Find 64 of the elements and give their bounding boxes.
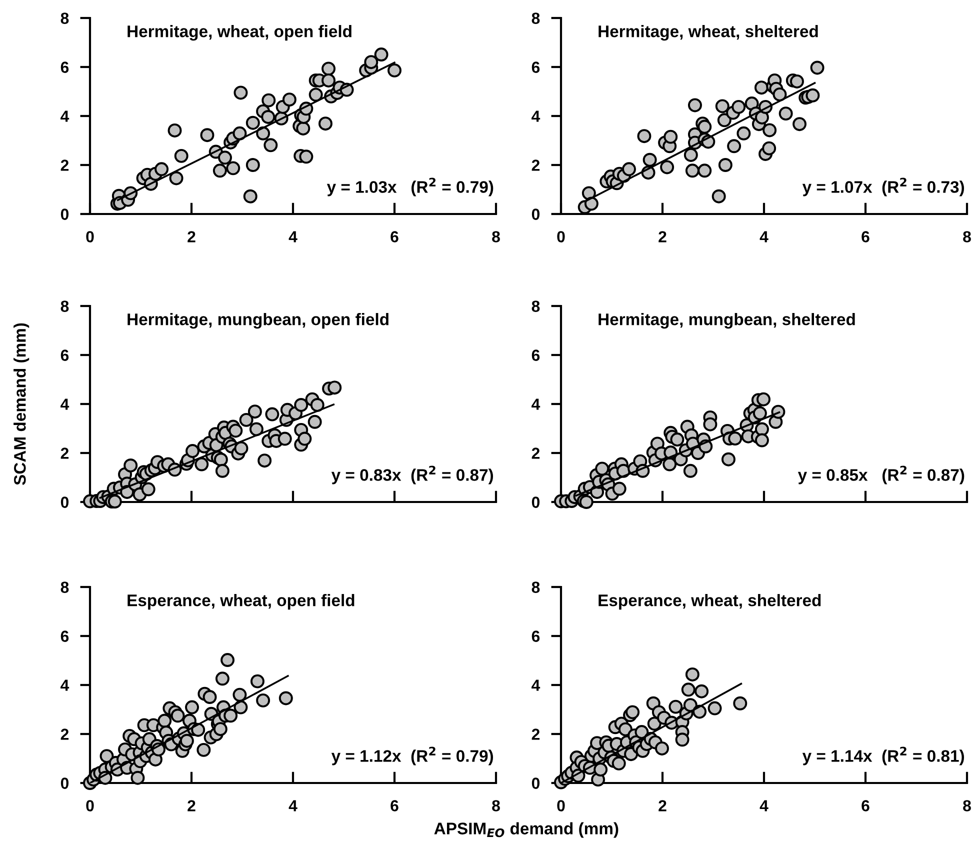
chart-title: Esperance, wheat, sheltered bbox=[598, 594, 821, 610]
annotation: y = 1.14x (R$^{2}$ = 0.81) bbox=[802, 746, 964, 766]
chart-title: Esperance, wheat, open field bbox=[128, 594, 354, 610]
x-tick-label: 4 bbox=[288, 800, 298, 812]
y-tick-label: 8 bbox=[60, 300, 69, 312]
x-tick-label: 4 bbox=[288, 231, 298, 242]
chart-title: Hermitage, wheat, sheltered bbox=[598, 25, 818, 41]
annotation: y = 1.03x (R$^{2}$ = 0.79) bbox=[326, 178, 494, 196]
y-tick-label: 4 bbox=[532, 398, 540, 410]
x-tick-label: 8 bbox=[963, 231, 971, 242]
x-tick-label: 4 bbox=[760, 231, 768, 242]
x-tick-label: 6 bbox=[862, 231, 870, 242]
y-tick-label: 8 bbox=[60, 12, 69, 24]
y-tick-label: 8 bbox=[532, 300, 540, 312]
x-tick-label: 8 bbox=[963, 800, 971, 812]
y-tick-label: 2 bbox=[60, 448, 69, 459]
x-tick-label: 6 bbox=[390, 231, 398, 242]
chart-title: Hermitage, mungbean, sheltered bbox=[598, 313, 855, 329]
annotation: y = 0.85x (R$^{2}$ = 0.87) bbox=[798, 466, 964, 484]
x-tick-label: 2 bbox=[188, 800, 196, 812]
y-tick-label: 0 bbox=[60, 496, 69, 508]
annotation: y = 1.12x (R$^{2}$ = 0.79) bbox=[331, 746, 494, 766]
y-tick-label: 0 bbox=[532, 778, 540, 789]
x-tick-label: 0 bbox=[557, 800, 565, 812]
y-tick-label: 2 bbox=[60, 160, 69, 171]
x-tick-label: 0 bbox=[557, 231, 565, 242]
y-tick-label: 6 bbox=[60, 62, 69, 73]
y-tick-label: 0 bbox=[532, 208, 540, 220]
x-tick-label: 6 bbox=[390, 800, 398, 812]
x-tick-label: 6 bbox=[862, 800, 870, 812]
y-tick-label: 6 bbox=[60, 350, 69, 361]
x-tick-label: 2 bbox=[188, 231, 196, 242]
annotation: y = 1.07x (R$^{2}$ = 0.73) bbox=[802, 178, 964, 196]
chart-title: Hermitage, wheat, open field bbox=[128, 25, 352, 41]
y-tick-label: 4 bbox=[60, 680, 70, 691]
x-tick-label: 4 bbox=[760, 800, 768, 812]
x-tick-label: 0 bbox=[86, 231, 94, 242]
y-tick-label: 0 bbox=[60, 778, 69, 789]
y-axis-title: SCAM demand (mm) bbox=[14, 323, 30, 486]
annotation: y = 0.83x (R$^{2}$ = 0.87) bbox=[331, 466, 494, 484]
y-tick-label: 2 bbox=[532, 160, 540, 171]
y-tick-label: 8 bbox=[60, 582, 69, 593]
y-tick-label: 8 bbox=[532, 12, 540, 24]
y-tick-label: 8 bbox=[532, 582, 540, 593]
x-tick-label: 8 bbox=[492, 800, 500, 812]
x-tick-label: 8 bbox=[492, 231, 500, 242]
y-tick-label: 4 bbox=[532, 680, 540, 691]
x-axis-title: APSIM$_{EO}$ demand (mm) bbox=[434, 822, 618, 838]
y-tick-label: 2 bbox=[60, 728, 69, 740]
y-tick-label: 6 bbox=[532, 62, 540, 73]
y-tick-label: 6 bbox=[60, 630, 69, 642]
y-tick-label: 6 bbox=[532, 630, 540, 642]
y-tick-label: 0 bbox=[532, 496, 540, 508]
y-tick-label: 4 bbox=[60, 110, 70, 122]
y-tick-label: 0 bbox=[60, 208, 69, 220]
y-tick-label: 6 bbox=[532, 350, 540, 361]
y-tick-label: 2 bbox=[532, 728, 540, 740]
chart-title: Hermitage, mungbean, open field bbox=[128, 313, 388, 329]
y-tick-label: 2 bbox=[532, 448, 540, 459]
x-tick-label: 2 bbox=[658, 231, 666, 242]
y-tick-label: 4 bbox=[532, 110, 540, 122]
x-tick-label: 2 bbox=[658, 800, 666, 812]
y-tick-label: 4 bbox=[60, 398, 70, 410]
x-tick-label: 0 bbox=[86, 800, 94, 812]
